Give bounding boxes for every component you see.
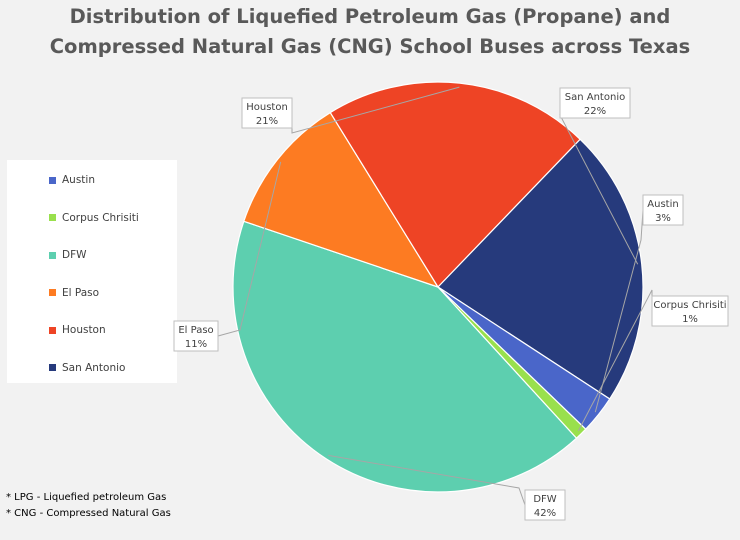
legend-item-el-paso: El Paso bbox=[49, 285, 99, 301]
pie-slice-corpus-chrisiti bbox=[437, 286, 587, 439]
data-label-name-corpus-chrisiti: Corpus Chrisiti bbox=[653, 300, 726, 311]
legend-item-austin: Austin bbox=[49, 172, 95, 188]
footnote-lpg: * LPG - Liquefied petroleum Gas bbox=[6, 492, 167, 503]
data-label-value-san-antonio: 22% bbox=[584, 106, 606, 117]
data-label-value-corpus-chrisiti: 1% bbox=[682, 314, 698, 325]
legend-swatch-corpus-chrisiti bbox=[49, 214, 56, 221]
data-label-box-corpus-chrisiti bbox=[651, 295, 729, 327]
leader-line-dfw bbox=[328, 454, 526, 506]
legend-item-houston: Houston bbox=[49, 322, 106, 338]
chart-title-line-2: Compressed Natural Gas (CNG) School Buse… bbox=[49, 35, 691, 58]
data-label-box-el-paso bbox=[173, 320, 219, 352]
data-label-value-houston: 21% bbox=[256, 116, 278, 127]
legend-swatch-dfw bbox=[49, 251, 56, 259]
legend-swatch-houston bbox=[49, 326, 56, 334]
data-label-box-dfw bbox=[524, 489, 566, 521]
pie-slices bbox=[232, 81, 644, 493]
data-label-name-austin: Austin bbox=[647, 199, 678, 210]
legend-item-dfw: DFW bbox=[49, 247, 87, 263]
data-label-value-el-paso: 11% bbox=[185, 339, 207, 350]
pie-slice-houston bbox=[329, 81, 581, 288]
data-label-box-austin bbox=[642, 194, 684, 226]
data-label-name-houston: Houston bbox=[246, 102, 288, 113]
legend-label-san-antonio: San Antonio bbox=[62, 361, 126, 374]
legend-swatch-austin bbox=[49, 176, 56, 184]
legend-swatch-san-antonio bbox=[49, 364, 56, 371]
pie-slice-el-paso bbox=[243, 111, 440, 289]
footnotes: * LPG - Liquefied petroleum Gas * CNG - … bbox=[6, 490, 171, 522]
data-labels: DFW 42% El Paso 11% Houston 21% San Antonio 22%… bbox=[173, 87, 729, 521]
data-label-value-austin: 3% bbox=[655, 213, 671, 224]
chart-title-line-1: Distribution of Liquefied Petroleum Gas … bbox=[69, 5, 671, 28]
data-label-name-san-antonio: San Antonio bbox=[565, 92, 625, 103]
pie-slice-san-antonio bbox=[437, 138, 644, 400]
footnote-cng: * CNG - Compressed Natural Gas bbox=[6, 508, 171, 519]
legend-item-corpus-chrisiti: Corpus Chrisiti bbox=[49, 210, 139, 226]
chart-title: Distribution of Liquefied Petroleum Gas … bbox=[0, 2, 740, 62]
legend-label-austin: Austin bbox=[62, 174, 95, 186]
legend-swatch-el-paso bbox=[49, 289, 56, 296]
data-label-box-houston bbox=[241, 97, 293, 129]
legend-label-dfw: DFW bbox=[62, 249, 87, 261]
data-label-name-el-paso: El Paso bbox=[178, 325, 213, 336]
legend-label-el-paso: El Paso bbox=[62, 286, 100, 299]
legend-item-san-antonio: San Antonio bbox=[49, 360, 125, 376]
leader-line-el-paso bbox=[217, 161, 282, 337]
data-label-box-san-antonio bbox=[559, 87, 631, 119]
legend: Austin Corpus Chrisiti DFW El Paso Houston Sa… bbox=[7, 160, 177, 383]
data-label-name-dfw: DFW bbox=[533, 494, 556, 505]
data-label-value-dfw: 42% bbox=[534, 508, 556, 519]
pie-slice-dfw bbox=[232, 220, 578, 493]
leader-line-austin bbox=[594, 209, 644, 413]
legend-label-houston: Houston bbox=[62, 324, 106, 336]
legend-label-corpus-chrisiti: Corpus Chrisiti bbox=[62, 211, 139, 224]
